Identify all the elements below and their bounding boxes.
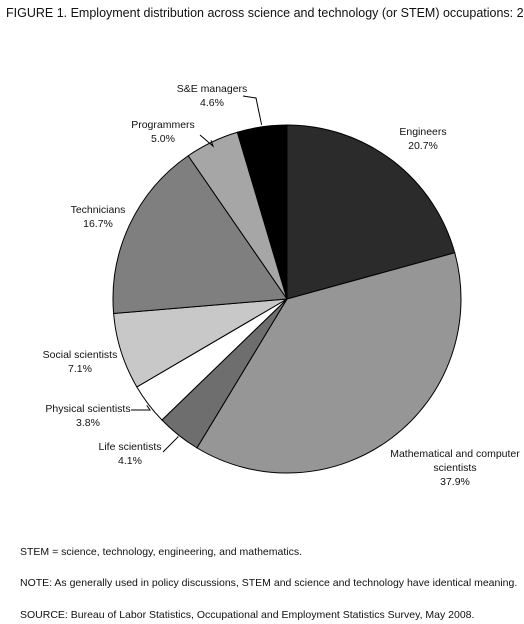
label-technicians: Technicians 16.7% [70,204,126,230]
label-engineers: Engineers 20.7% [399,126,447,152]
label-life-scientists: Life scientists 4.1% [98,441,162,467]
pie-slice-engineers [286,124,456,300]
pie-slice-mathematical-and-computer-scientists [196,252,462,474]
label-math-computer: Mathematical and computer scientists 37.… [390,448,520,488]
label-physical-scientists: Physical scientists 3.8% [45,403,131,429]
pie-slice-s-e-managers [236,124,288,300]
leader-line-programmers [199,134,215,148]
leader-line-physical-scientists [131,405,151,411]
leader-line-life-scientists [162,436,179,453]
leader-line-s-e-managers [242,95,263,125]
label-se-managers: S&E managers 4.6% [176,83,248,109]
figure-title: FIGURE 1. Employment distribution across… [6,6,524,20]
note-text: NOTE: As generally used in policy discus… [20,577,518,589]
label-social-scientists: Social scientists 7.1% [42,349,118,375]
source-text: SOURCE: Bureau of Labor Statistics, Occu… [20,609,475,621]
pie-slice-technicians [112,155,288,315]
stem-definition: STEM = science, technology, engineering,… [20,546,302,558]
label-programmers: Programmers 5.0% [131,119,195,145]
